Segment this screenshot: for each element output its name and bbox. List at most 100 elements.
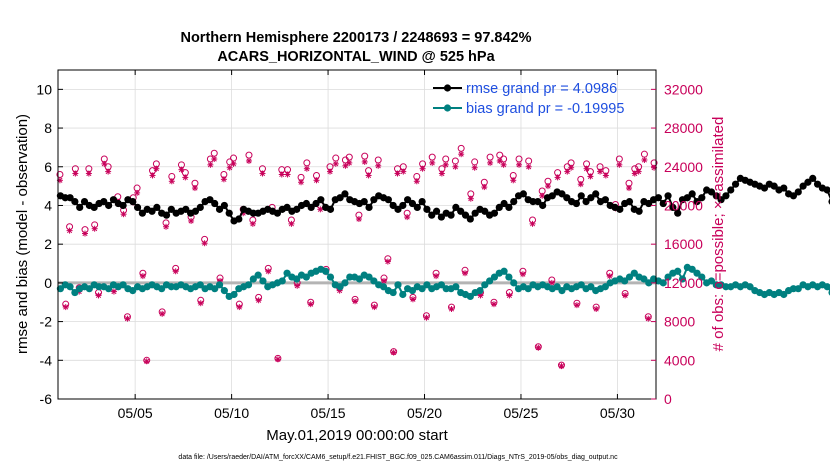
y-right-tick-label: 12000 xyxy=(664,275,703,291)
bias-point xyxy=(693,269,701,277)
y-left-tick-label: -6 xyxy=(40,391,53,407)
obs-assimilated-stroke xyxy=(121,211,127,217)
obs-assimilated-stroke xyxy=(298,179,304,185)
obs-assimilated-point xyxy=(197,300,204,307)
obs-assimilated-point xyxy=(462,270,469,277)
bias-point xyxy=(322,267,330,275)
bias-point xyxy=(158,285,166,293)
rmse-point xyxy=(370,196,378,204)
obs-assimilated-stroke xyxy=(134,190,140,196)
rmse-point xyxy=(418,198,426,206)
rmse-point xyxy=(220,201,228,210)
obs-assimilated-stroke xyxy=(246,158,252,164)
obs-assimilated-point xyxy=(381,277,388,284)
y-left-tick-label: -2 xyxy=(40,314,53,330)
bias-point xyxy=(399,290,407,299)
bias-point xyxy=(587,283,595,291)
bias-point xyxy=(283,269,291,277)
bias-point xyxy=(211,285,219,293)
obs-assimilated-point xyxy=(95,292,102,299)
bias-point xyxy=(105,285,113,293)
obs-assimilated-point xyxy=(326,168,333,175)
rmse-point xyxy=(133,203,142,212)
bias-point xyxy=(645,279,653,287)
obs-assimilated-point xyxy=(583,165,590,172)
y-right-tick-label: 32000 xyxy=(664,81,703,97)
obs-assimilated-stroke xyxy=(468,196,474,202)
obs-assimilated-stroke xyxy=(173,268,179,274)
obs-assimilated-point xyxy=(101,160,108,167)
obs-assimilated-stroke xyxy=(285,171,291,178)
bias-point xyxy=(293,275,301,283)
obs-assimilated-point xyxy=(490,301,497,308)
rmse-point xyxy=(572,199,581,208)
obs-assimilated-point xyxy=(404,214,411,221)
obs-assimilated-point xyxy=(149,172,156,179)
obs-assimilated-stroke xyxy=(317,206,323,212)
rmse-point xyxy=(153,203,161,212)
obs-assimilated-point xyxy=(419,165,426,172)
obs-assimilated-stroke xyxy=(288,221,294,227)
y-right-tick-label: 24000 xyxy=(664,159,703,175)
rmse-point xyxy=(722,192,730,200)
rmse-point xyxy=(432,207,441,215)
rmse-point xyxy=(312,199,320,208)
rmse-point xyxy=(167,205,175,213)
obs-assimilated-stroke xyxy=(472,165,478,171)
obs-assimilated-point xyxy=(313,177,320,184)
obs-assimilated-point xyxy=(220,176,227,183)
chart-title-line1: Northern Hemisphere 2200173 / 2248693 = … xyxy=(180,30,531,46)
y-left-tick-label: 6 xyxy=(44,159,52,175)
legend-bias-marker xyxy=(443,104,452,112)
obs-assimilated-stroke xyxy=(616,162,622,168)
obs-assimilated-point xyxy=(317,206,324,213)
rmse-point xyxy=(211,199,219,208)
obs-assimilated-stroke xyxy=(574,302,580,308)
obs-assimilated-stroke xyxy=(535,345,541,351)
obs-assimilated-point xyxy=(66,227,73,234)
obs-assimilated-point xyxy=(487,159,494,166)
obs-assimilated-point xyxy=(641,156,648,163)
obs-assimilated-stroke xyxy=(362,159,368,165)
obs-assimilated-point xyxy=(606,273,613,280)
obs-assimilated-point xyxy=(124,315,131,322)
obs-assimilated-stroke xyxy=(526,164,532,170)
obs-assimilated-point xyxy=(544,183,551,190)
obs-assimilated-stroke xyxy=(67,228,73,234)
obs-assimilated-point xyxy=(616,161,623,168)
y-right-tick-label: 4000 xyxy=(664,352,695,368)
rmse-point xyxy=(683,194,691,202)
bias-point xyxy=(621,277,629,285)
obs-assimilated-stroke xyxy=(375,163,381,169)
rmse-point xyxy=(66,194,74,202)
obs-assimilated-stroke xyxy=(198,300,204,306)
rmse-point xyxy=(471,209,479,217)
rmse-point xyxy=(389,201,397,210)
rmse-point xyxy=(674,209,682,217)
obs-assimilated-stroke xyxy=(477,292,484,299)
obs-assimilated-stroke xyxy=(404,214,410,220)
obs-assimilated-stroke xyxy=(539,193,545,199)
rmse-point xyxy=(794,188,802,196)
bias-point xyxy=(129,287,137,295)
rmse-point xyxy=(326,205,335,213)
bias-point xyxy=(794,285,802,293)
rmse-point xyxy=(823,186,830,194)
bias-point xyxy=(625,273,634,281)
obs-assimilated-point xyxy=(72,170,79,177)
rmse-point xyxy=(490,209,499,217)
obs-assimilated-point xyxy=(188,217,195,224)
obs-assimilated-stroke xyxy=(487,160,493,166)
obs-assimilated-point xyxy=(500,161,507,168)
obs-assimilated-stroke xyxy=(92,226,98,232)
obs-assimilated-stroke xyxy=(603,172,609,179)
bias-point xyxy=(254,271,262,279)
rmse-point xyxy=(563,194,571,202)
plot-area xyxy=(58,70,656,399)
rmse-point xyxy=(625,198,634,206)
obs-assimilated-stroke xyxy=(394,170,401,177)
obs-assimilated-point xyxy=(400,168,407,175)
obs-assimilated-stroke xyxy=(149,172,156,179)
obs-assimilated-stroke xyxy=(72,170,78,177)
rmse-point xyxy=(105,201,113,210)
